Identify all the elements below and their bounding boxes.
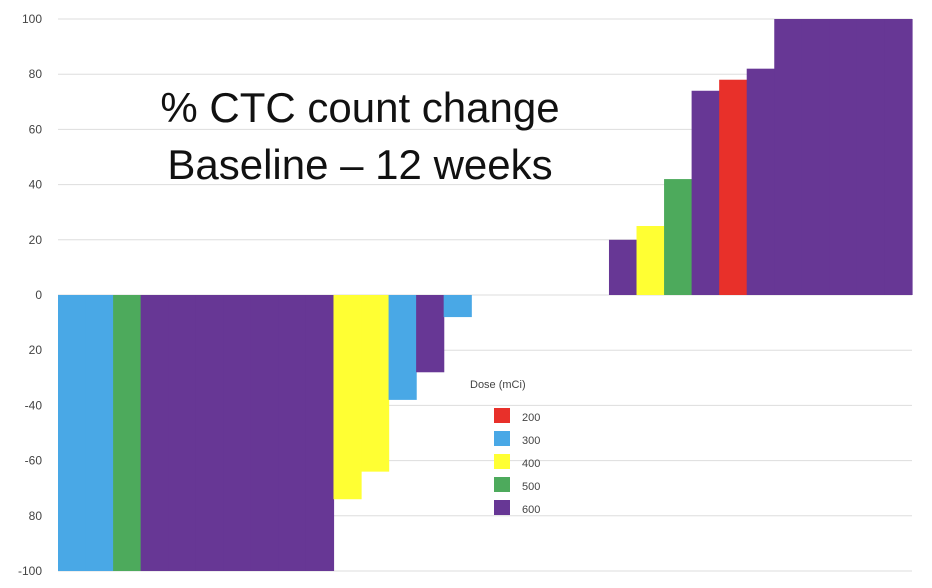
bar xyxy=(856,19,886,295)
legend-swatch xyxy=(494,477,510,492)
y-tick-label: 20 xyxy=(29,233,43,247)
bar xyxy=(416,295,445,373)
bar xyxy=(361,295,390,472)
bar xyxy=(223,295,252,571)
y-tick-label: -100 xyxy=(18,564,42,578)
bar xyxy=(774,19,803,295)
bar xyxy=(608,239,638,295)
bar xyxy=(168,295,197,571)
legend: Dose (mCi) 200 300 400 500 600 xyxy=(470,379,540,516)
bar xyxy=(691,90,720,295)
legend-label: 600 xyxy=(522,504,540,516)
bar xyxy=(250,295,279,571)
y-tick-label: 20 xyxy=(29,343,43,357)
bar xyxy=(113,295,142,571)
y-tick-label: 0 xyxy=(35,288,42,302)
bar xyxy=(636,226,665,295)
y-tick-label: -60 xyxy=(25,454,43,468)
y-tick-label: 100 xyxy=(22,12,42,26)
bar xyxy=(719,79,748,295)
bar xyxy=(388,295,417,400)
y-tick-label: 60 xyxy=(29,122,43,136)
y-tick-label: -40 xyxy=(25,398,43,412)
title-line-1: % CTC count change xyxy=(160,84,559,131)
y-axis-ticks: 100 80 60 40 20 0 20 -40 -60 80 -100 xyxy=(18,12,42,578)
legend-label: 300 xyxy=(522,435,540,447)
bar xyxy=(801,19,830,295)
legend-title: Dose (mCi) xyxy=(470,379,526,391)
y-tick-label: 40 xyxy=(29,178,43,192)
legend-swatch xyxy=(494,431,510,446)
bar xyxy=(664,179,693,295)
y-tick-label: 80 xyxy=(29,509,43,523)
bar xyxy=(58,295,87,571)
bar xyxy=(195,295,224,571)
legend-label: 500 xyxy=(522,481,540,493)
bar xyxy=(140,295,169,571)
bar xyxy=(746,68,775,296)
bar xyxy=(829,19,858,295)
y-tick-label: 80 xyxy=(29,67,43,81)
legend-swatch xyxy=(494,500,510,515)
legend-label: 200 xyxy=(522,412,540,424)
bar xyxy=(85,295,114,571)
bar xyxy=(443,295,472,318)
title-line-2: Baseline – 12 weeks xyxy=(167,141,552,188)
bars xyxy=(58,19,913,571)
legend-swatch xyxy=(494,408,510,423)
legend-swatch xyxy=(494,454,510,469)
legend-label: 400 xyxy=(522,458,540,470)
bar xyxy=(305,295,335,571)
bar xyxy=(278,295,307,571)
bar xyxy=(333,295,362,500)
bar xyxy=(884,19,913,295)
chart-title: % CTC count change Baseline – 12 weeks xyxy=(160,84,559,188)
